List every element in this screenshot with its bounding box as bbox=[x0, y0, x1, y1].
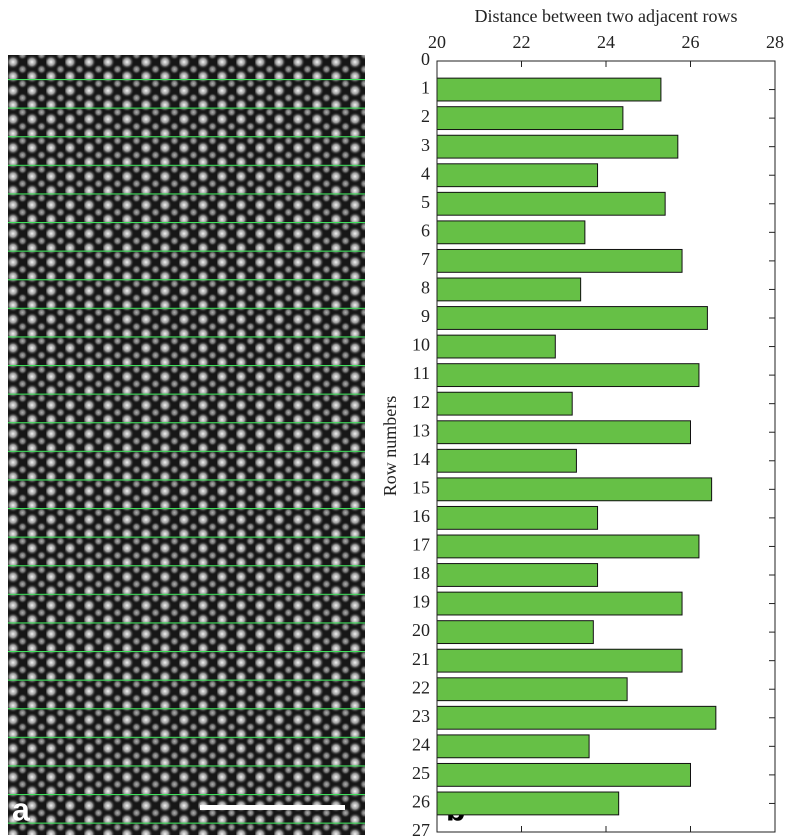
bar bbox=[437, 164, 598, 187]
x-tick-label: 22 bbox=[513, 32, 531, 52]
bar bbox=[437, 706, 716, 729]
y-tick-label: 15 bbox=[412, 477, 430, 497]
y-tick-label: 12 bbox=[412, 392, 430, 412]
bar bbox=[437, 621, 593, 644]
y-tick-label: 20 bbox=[412, 620, 430, 640]
bar bbox=[437, 649, 682, 672]
bar bbox=[437, 735, 589, 758]
y-tick-label: 14 bbox=[412, 449, 430, 469]
bar bbox=[437, 249, 682, 272]
y-tick-label: 9 bbox=[421, 306, 430, 326]
y-tick-label: 23 bbox=[412, 706, 430, 726]
bar bbox=[437, 763, 691, 786]
y-tick-label: 27 bbox=[412, 820, 430, 840]
y-tick-label: 0 bbox=[421, 49, 430, 69]
y-axis-label: Row numbers bbox=[380, 396, 400, 497]
bar bbox=[437, 135, 678, 158]
x-tick-label: 20 bbox=[428, 32, 446, 52]
y-tick-label: 3 bbox=[421, 135, 430, 155]
y-tick-label: 18 bbox=[412, 563, 430, 583]
y-tick-label: 8 bbox=[421, 278, 430, 298]
bar bbox=[437, 449, 576, 472]
y-tick-label: 13 bbox=[412, 420, 430, 440]
bar bbox=[437, 792, 619, 815]
bar bbox=[437, 107, 623, 130]
y-tick-label: 17 bbox=[412, 535, 430, 555]
bar bbox=[437, 78, 661, 101]
scale-bar bbox=[200, 805, 345, 810]
y-tick-label: 7 bbox=[421, 249, 430, 269]
y-tick-label: 26 bbox=[412, 792, 430, 812]
y-tick-label: 16 bbox=[412, 506, 430, 526]
y-tick-label: 6 bbox=[421, 220, 430, 240]
bar bbox=[437, 335, 555, 358]
y-tick-label: 21 bbox=[412, 649, 430, 669]
bar bbox=[437, 307, 707, 330]
y-tick-label: 19 bbox=[412, 592, 430, 612]
bar bbox=[437, 592, 682, 615]
bar bbox=[437, 392, 572, 415]
y-tick-label: 2 bbox=[421, 106, 430, 126]
bar bbox=[437, 192, 665, 215]
bar bbox=[437, 535, 699, 558]
bar bbox=[437, 564, 598, 587]
bar bbox=[437, 678, 627, 701]
y-tick-label: 22 bbox=[412, 677, 430, 697]
y-tick-label: 11 bbox=[413, 363, 430, 383]
bar bbox=[437, 478, 712, 501]
chart-title: Distance between two adjacent rows bbox=[475, 6, 738, 26]
bar bbox=[437, 421, 691, 444]
y-tick-label: 10 bbox=[412, 335, 430, 355]
y-tick-label: 25 bbox=[412, 763, 430, 783]
y-tick-label: 5 bbox=[421, 192, 430, 212]
x-tick-label: 24 bbox=[597, 32, 615, 52]
y-tick-label: 4 bbox=[421, 163, 430, 183]
micrograph: a bbox=[8, 55, 365, 835]
x-tick-label: 26 bbox=[682, 32, 700, 52]
bar bbox=[437, 221, 585, 244]
y-tick-label: 1 bbox=[421, 78, 430, 98]
bar bbox=[437, 364, 699, 387]
y-tick-label: 24 bbox=[412, 734, 430, 754]
bar bbox=[437, 506, 598, 529]
bar bbox=[437, 278, 581, 301]
x-tick-label: 28 bbox=[766, 32, 784, 52]
figure: a Distance between two adjacent rows Row… bbox=[0, 0, 787, 840]
panel-label: a bbox=[12, 791, 30, 827]
